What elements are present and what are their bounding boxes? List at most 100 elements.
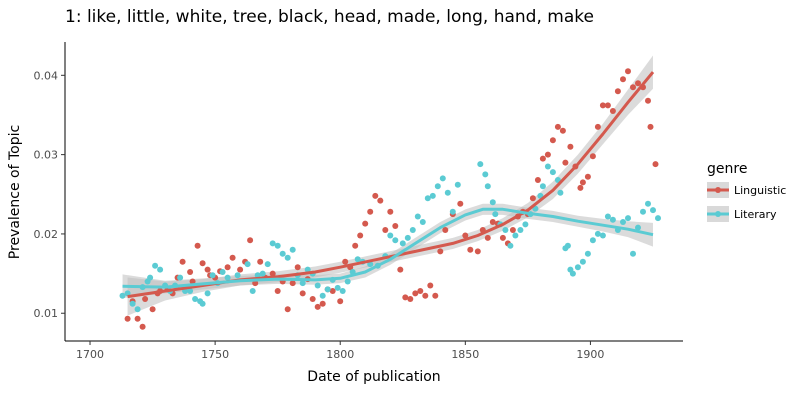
data-point-literary — [409, 227, 416, 233]
data-point-literary — [354, 256, 361, 263]
data-point-linguistic — [224, 264, 231, 271]
data-point-linguistic — [124, 315, 131, 322]
legend-item-linguistic: Linguistic — [707, 182, 786, 198]
data-point-literary — [557, 189, 564, 196]
data-point-literary — [129, 300, 136, 307]
data-point-literary — [492, 211, 499, 218]
data-point-literary — [444, 189, 451, 196]
data-point-literary — [414, 213, 421, 220]
data-point-linguistic — [247, 237, 254, 244]
data-point-linguistic — [412, 290, 419, 297]
chart-title: 1: like, little, white, tree, black, hea… — [65, 7, 594, 27]
data-point-literary — [522, 221, 529, 228]
data-point-literary — [157, 266, 164, 273]
data-point-linguistic — [484, 234, 491, 241]
data-point-literary — [625, 215, 631, 222]
data-point-literary — [429, 192, 436, 199]
data-point-literary — [482, 171, 489, 178]
data-point-literary — [187, 288, 194, 294]
data-point-linguistic — [549, 137, 556, 144]
data-point-literary — [434, 183, 441, 190]
data-point-linguistic — [635, 80, 641, 87]
data-point-linguistic — [299, 290, 306, 297]
data-point-linguistic — [352, 242, 359, 249]
data-point-linguistic — [142, 296, 149, 302]
data-point-linguistic — [407, 296, 414, 302]
data-point-literary — [299, 280, 306, 287]
data-point-linguistic — [614, 88, 621, 95]
data-point-literary — [147, 274, 154, 281]
data-point-literary — [249, 288, 256, 294]
data-point-linguistic — [284, 306, 291, 313]
data-point-literary — [199, 300, 206, 307]
data-point-linguistic — [199, 260, 206, 267]
data-point-literary — [604, 213, 611, 220]
legend-label-literary: Literary — [734, 208, 777, 221]
data-point-linguistic — [187, 269, 194, 275]
data-point-literary — [324, 286, 331, 293]
data-point-literary — [319, 292, 326, 299]
data-point-linguistic — [599, 102, 606, 109]
data-point-linguistic — [257, 258, 264, 265]
data-point-literary — [209, 272, 216, 279]
data-point-literary — [274, 242, 281, 249]
data-point-linguistic — [139, 323, 146, 330]
data-point-literary — [192, 296, 199, 302]
y-tick-label: 0.01 — [34, 307, 59, 320]
data-point-linguistic — [427, 282, 434, 289]
data-point-literary — [579, 258, 586, 265]
data-point-literary — [259, 270, 266, 277]
data-point-linguistic — [237, 266, 244, 273]
data-point-linguistic — [309, 296, 316, 302]
data-point-literary — [635, 224, 641, 231]
data-point-linguistic — [387, 208, 394, 215]
data-point-linguistic — [554, 123, 561, 130]
data-point-literary — [404, 234, 411, 241]
data-point-literary — [507, 242, 514, 249]
data-point-linguistic — [417, 288, 424, 294]
y-tick-label: 0.03 — [34, 149, 59, 162]
data-point-literary — [630, 250, 636, 257]
legend-key-point — [715, 187, 721, 193]
data-point-linguistic — [189, 278, 196, 285]
data-point-linguistic — [630, 84, 636, 91]
data-point-literary — [284, 254, 291, 261]
data-point-literary — [254, 272, 261, 279]
data-point-linguistic — [652, 161, 659, 168]
legend-title: genre — [707, 161, 747, 177]
data-point-linguistic — [377, 197, 384, 204]
data-point-linguistic — [134, 315, 141, 322]
data-point-literary — [339, 288, 346, 294]
data-point-literary — [234, 272, 241, 279]
data-point-literary — [399, 240, 406, 247]
data-point-linguistic — [274, 288, 281, 294]
data-point-literary — [204, 290, 211, 297]
data-point-linguistic — [562, 159, 569, 166]
data-point-literary — [539, 183, 546, 190]
data-point-literary — [289, 246, 296, 253]
data-point-literary — [620, 219, 626, 225]
data-point-linguistic — [462, 232, 469, 239]
data-point-linguistic — [382, 227, 389, 233]
data-point-linguistic — [367, 208, 374, 215]
data-point-linguistic — [269, 270, 276, 277]
data-point-linguistic — [204, 266, 211, 273]
data-point-linguistic — [392, 223, 399, 229]
data-point-literary — [549, 169, 556, 176]
data-point-linguistic — [604, 102, 611, 109]
data-point-literary — [594, 230, 601, 237]
x-axis-ticks: 1700 1750 1800 1850 1900 — [76, 341, 604, 361]
legend-item-literary: Literary — [707, 206, 777, 222]
trend-line-literary — [122, 207, 654, 289]
data-point-literary — [569, 270, 576, 277]
y-tick-label: 0.02 — [34, 228, 59, 241]
data-point-linguistic — [422, 292, 429, 299]
data-point-linguistic — [645, 97, 651, 104]
data-point-literary — [489, 199, 496, 206]
data-point-literary — [304, 266, 311, 273]
data-point-linguistic — [489, 219, 496, 225]
y-axis-title: Prevalence of Topic — [7, 125, 23, 259]
data-point-literary — [589, 237, 596, 244]
data-point-literary — [484, 183, 491, 190]
data-point-linguistic — [559, 127, 566, 134]
